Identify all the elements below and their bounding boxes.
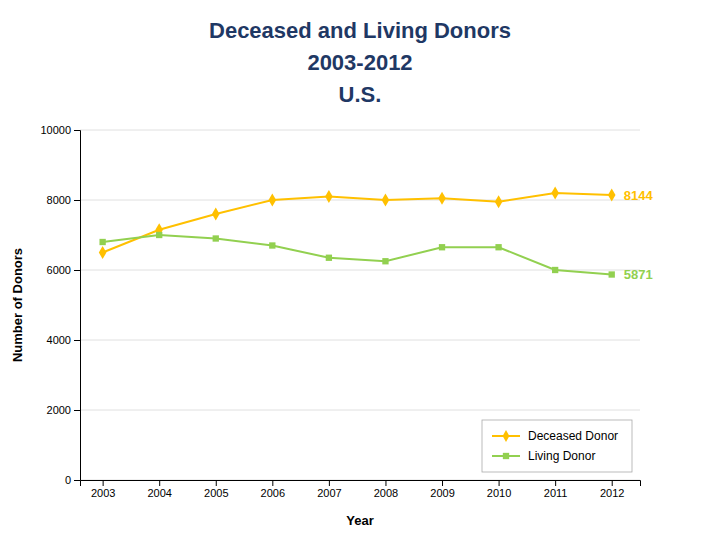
grid-line <box>80 200 640 201</box>
x-tick: 2007 <box>317 480 341 499</box>
y-tick: 4000 <box>47 334 80 346</box>
legend-item: Deceased Donor <box>492 429 618 443</box>
x-tick: 2011 <box>544 480 568 499</box>
chart: Deceased and Living Donors 2003-2012 U.S. 2… <box>0 0 720 540</box>
marker <box>269 193 277 206</box>
title: Deceased and Living Donors <box>209 18 511 43</box>
legend-label: Deceased Donor <box>528 429 618 443</box>
marker <box>382 193 390 206</box>
x-tick: 2010 <box>487 480 511 499</box>
y-axis: 0 2000 4000 6000 8000 10000 <box>40 124 80 486</box>
tick-label: 2000 <box>47 404 71 416</box>
x-tick: 2005 <box>204 480 228 499</box>
title: U.S. <box>339 82 382 107</box>
x-tick: 2012 <box>600 480 624 499</box>
tick-mark <box>555 480 556 486</box>
axis-line <box>74 131 81 481</box>
y-tick: 2000 <box>47 404 80 416</box>
x-axis-title: Year <box>346 513 373 528</box>
tick-mark <box>216 480 217 486</box>
marker <box>213 235 219 241</box>
tick-label: 8000 <box>47 194 71 206</box>
tick-label: 6000 <box>47 264 71 276</box>
grid-line <box>80 340 640 341</box>
x-tick: 2008 <box>374 480 398 499</box>
tick-mark <box>329 480 330 486</box>
y-tick: 0 <box>65 474 80 486</box>
tick-mark <box>74 410 80 411</box>
marks <box>99 186 616 277</box>
tick-mark <box>74 200 80 201</box>
x-axis: 2003 2004 2005 2006 2007 2008 2009 2010 2011 2012 <box>81 480 641 499</box>
tick-label: 2009 <box>430 487 454 499</box>
series-line <box>103 235 612 275</box>
marker <box>552 267 558 273</box>
tick-label: 2012 <box>600 487 624 499</box>
marker <box>382 258 388 264</box>
marker <box>495 195 503 208</box>
y-tick: 10000 <box>40 124 80 136</box>
tick-label: 2011 <box>544 487 568 499</box>
series-line <box>103 193 612 253</box>
marker <box>212 207 220 220</box>
tick-label: 2004 <box>147 487 171 499</box>
tick-label: 10000 <box>40 124 71 136</box>
marker <box>326 255 332 261</box>
marker <box>325 190 333 203</box>
marker <box>439 244 445 250</box>
tick-mark <box>74 340 80 341</box>
tick-mark <box>103 480 104 486</box>
tick-mark <box>159 480 160 486</box>
tick-mark <box>612 480 613 486</box>
legend-item: Living Donor <box>492 449 595 463</box>
marker <box>99 239 105 245</box>
tick-label: 2005 <box>204 487 228 499</box>
legend: Deceased Donor Living Donor <box>482 420 632 472</box>
annotation: 8144 <box>624 188 654 203</box>
tick-label: 2007 <box>317 487 341 499</box>
marker <box>438 192 446 205</box>
axis-line <box>81 481 641 487</box>
y-tick: 6000 <box>47 264 80 276</box>
y-axis-title: Number of Donors <box>10 248 25 362</box>
tick-mark <box>74 270 80 271</box>
marker <box>608 188 616 201</box>
x-tick: 2003 <box>91 480 115 499</box>
x-tick: 2004 <box>147 480 171 499</box>
marker <box>269 242 275 248</box>
x-tick: 2006 <box>261 480 285 499</box>
tick-label: 4000 <box>47 334 71 346</box>
y-tick: 8000 <box>47 194 80 206</box>
legend-swatch-marker <box>503 430 510 442</box>
grid <box>80 130 640 480</box>
tick-label: 2008 <box>374 487 398 499</box>
tick-label: 2006 <box>261 487 285 499</box>
tick-mark <box>272 480 273 486</box>
legend-swatch-marker <box>503 453 509 459</box>
x-tick: 2009 <box>430 480 454 499</box>
marker <box>99 246 107 259</box>
marker <box>551 186 559 199</box>
marker <box>609 271 615 277</box>
tick-mark <box>385 480 386 486</box>
legend-label: Living Donor <box>528 449 595 463</box>
legend-frame <box>482 420 632 472</box>
tick-label: 2003 <box>91 487 115 499</box>
tick-mark <box>499 480 500 486</box>
tick-mark <box>442 480 443 486</box>
tick-label: 2010 <box>487 487 511 499</box>
marker <box>495 244 501 250</box>
plot: 2003 2004 2005 2006 2007 2008 2009 2010 2011 2012… <box>40 124 653 499</box>
tick-mark <box>74 130 80 131</box>
title: 2003-2012 <box>307 50 412 75</box>
marker <box>156 232 162 238</box>
grid-line <box>80 410 640 411</box>
tick-label: 0 <box>65 474 71 486</box>
tick-mark <box>74 480 80 481</box>
grid-line <box>80 130 640 131</box>
annotation: 5871 <box>624 267 653 282</box>
